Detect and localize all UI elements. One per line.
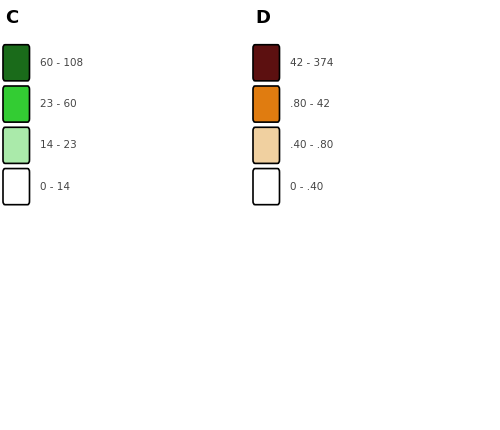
FancyBboxPatch shape [253, 86, 280, 122]
FancyBboxPatch shape [253, 169, 280, 205]
FancyBboxPatch shape [3, 127, 30, 163]
Text: 0 - 14: 0 - 14 [40, 181, 70, 192]
Text: .40 - .80: .40 - .80 [290, 140, 333, 150]
FancyBboxPatch shape [3, 86, 30, 122]
Text: C: C [5, 9, 18, 27]
Text: 0 - .40: 0 - .40 [290, 181, 323, 192]
FancyBboxPatch shape [3, 45, 30, 81]
Text: .80 - 42: .80 - 42 [290, 99, 330, 109]
Text: 42 - 374: 42 - 374 [290, 58, 334, 68]
Text: 23 - 60: 23 - 60 [40, 99, 76, 109]
Text: D: D [255, 9, 270, 27]
FancyBboxPatch shape [3, 169, 30, 205]
FancyBboxPatch shape [253, 127, 280, 163]
FancyBboxPatch shape [253, 45, 280, 81]
Text: 14 - 23: 14 - 23 [40, 140, 77, 150]
Text: 60 - 108: 60 - 108 [40, 58, 83, 68]
